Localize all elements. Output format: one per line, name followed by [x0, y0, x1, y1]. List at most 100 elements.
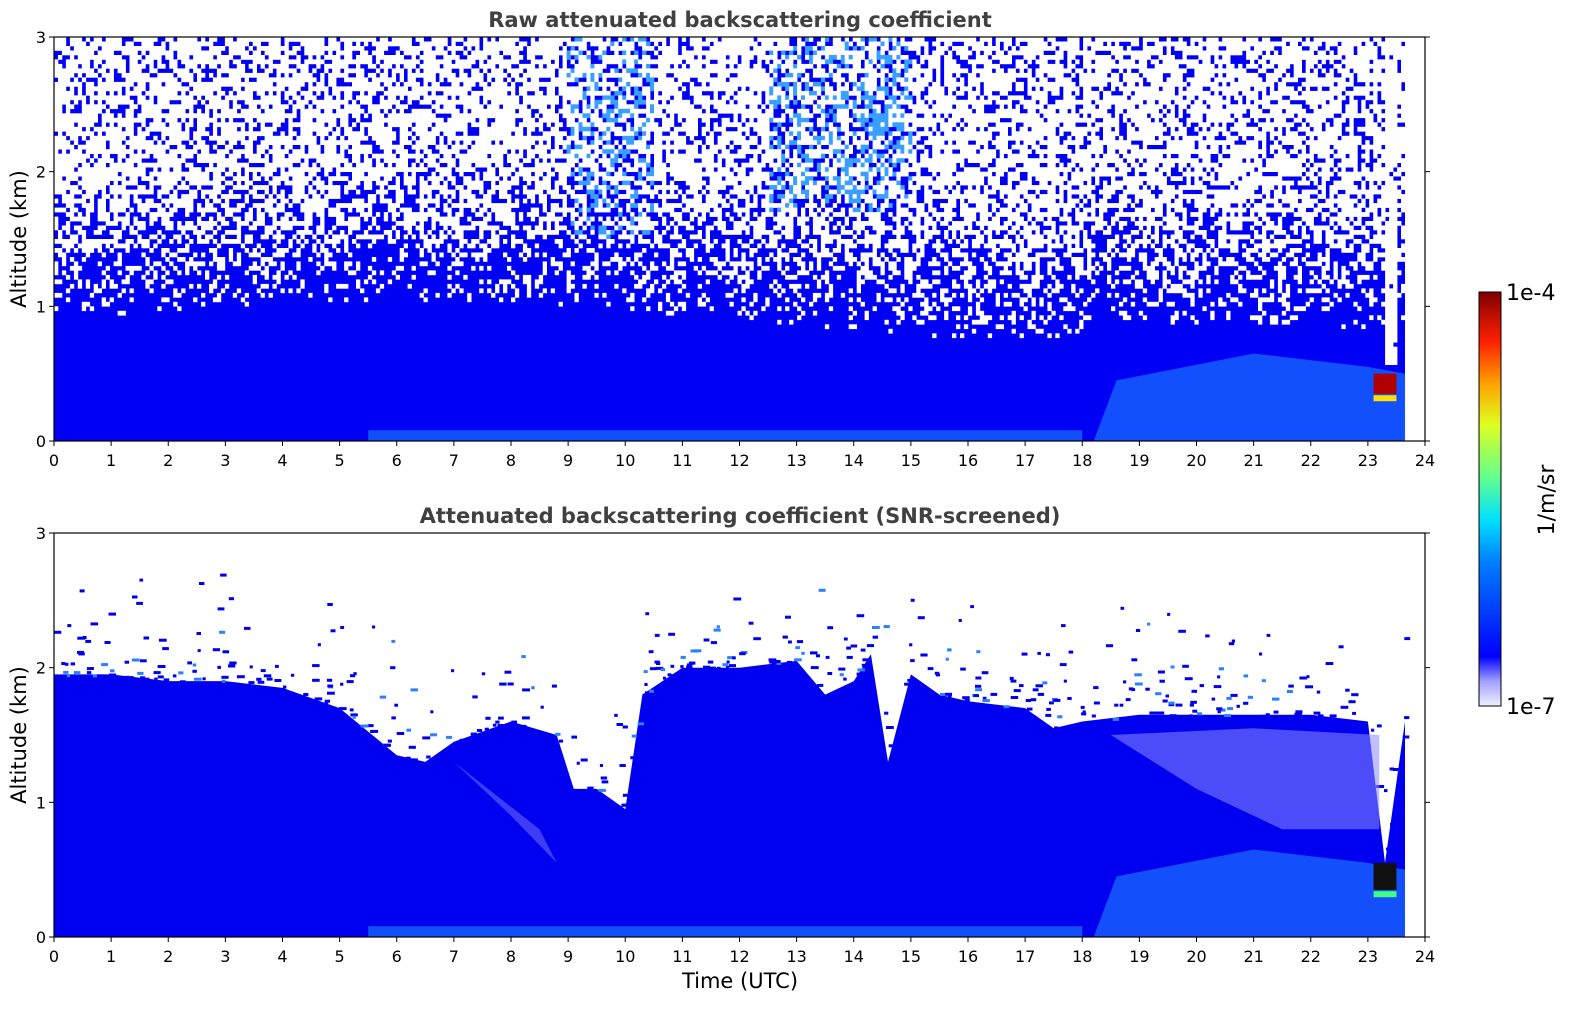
noise-cell	[709, 46, 714, 51]
noise-cell	[228, 122, 234, 128]
noise-cell	[805, 113, 810, 119]
noise-cell	[769, 108, 774, 114]
noise-cell	[54, 117, 59, 123]
noise-cell	[654, 86, 659, 92]
noise-cell	[1214, 46, 1219, 51]
noise-cell	[268, 37, 273, 42]
noise-cell	[558, 50, 563, 56]
noise-cell	[1397, 37, 1402, 42]
noise-cell	[1234, 108, 1239, 114]
noise-cell	[1250, 104, 1255, 110]
noise-cell	[1178, 86, 1183, 92]
noise-cell	[1262, 37, 1267, 42]
noise-cell	[363, 37, 369, 42]
noise-cell	[1019, 81, 1024, 87]
noise-cell	[264, 99, 269, 105]
noise-cell	[789, 108, 794, 114]
noise-cell	[1039, 72, 1044, 78]
noise-cell	[820, 86, 826, 92]
noise-cell	[880, 68, 885, 74]
noise-cell	[252, 63, 257, 69]
noise-cell	[737, 122, 742, 128]
noise-cell	[1281, 46, 1287, 51]
noise-cell	[503, 108, 508, 114]
noise-cell	[145, 59, 150, 65]
noise-cell	[117, 86, 122, 92]
noise-cell	[1202, 77, 1207, 83]
noise-cell	[618, 46, 623, 51]
noise-cell	[590, 68, 595, 74]
noise-cell	[109, 46, 114, 51]
noise-cell	[1031, 104, 1036, 110]
noise-cell	[105, 55, 110, 60]
noise-cell	[224, 122, 230, 128]
noise-cell	[840, 46, 846, 51]
noise-cell	[1035, 59, 1040, 65]
noise-cell	[276, 81, 281, 87]
noise-cell	[745, 63, 750, 69]
noise-cell	[936, 77, 941, 83]
noise-cell	[157, 72, 162, 78]
noise-cell	[1122, 77, 1128, 83]
noise-cell	[709, 77, 714, 83]
noise-cell	[530, 117, 536, 123]
noise-cell	[1035, 86, 1040, 92]
noise-cell	[518, 55, 524, 60]
noise-cell	[693, 41, 698, 47]
noise-cell	[1126, 50, 1132, 56]
noise-cell	[514, 50, 520, 56]
noise-cell	[665, 46, 671, 51]
noise-cell	[308, 46, 313, 51]
noise-cell	[812, 59, 818, 65]
noise-cell	[356, 63, 361, 69]
noise-cell	[304, 77, 309, 83]
noise-cell	[419, 72, 424, 78]
noise-cell	[1174, 95, 1179, 101]
noise-cell	[864, 99, 869, 105]
noise-cell	[73, 37, 79, 42]
noise-cell	[1039, 90, 1044, 96]
noise-cell	[1111, 46, 1116, 51]
noise-cell	[630, 108, 635, 114]
noise-cell	[371, 86, 377, 92]
noise-cell	[1019, 63, 1024, 69]
noise-cell	[1035, 95, 1040, 101]
noise-cell	[542, 50, 547, 56]
noise-cell	[582, 37, 587, 42]
noise-cell	[212, 108, 218, 114]
noise-cell	[892, 104, 897, 110]
noise-cell	[1186, 117, 1191, 123]
noise-cell	[948, 72, 953, 78]
noise-cell	[360, 90, 365, 96]
noise-cell	[514, 68, 520, 74]
noise-cell	[1202, 50, 1207, 56]
noise-cell	[336, 113, 341, 119]
noise-cell	[1071, 86, 1076, 92]
noise-cell	[117, 37, 122, 42]
noise-cell	[1373, 37, 1378, 42]
noise-cell	[526, 63, 532, 69]
noise-cell	[467, 37, 472, 42]
noise-cell	[113, 59, 118, 65]
noise-cell	[1150, 108, 1155, 114]
noise-cell	[662, 59, 667, 65]
noise-cell	[443, 104, 448, 110]
noise-cell	[109, 50, 114, 56]
noise-cell	[745, 68, 750, 74]
noise-cell	[518, 108, 524, 114]
noise-cell	[280, 55, 285, 60]
noise-cell	[85, 37, 91, 42]
noise-cell	[1134, 37, 1140, 42]
noise-cell	[983, 81, 989, 87]
noise-cell	[58, 95, 63, 101]
noise-cell	[546, 63, 551, 69]
noise-cell	[1329, 55, 1334, 60]
noise-cell	[1349, 59, 1354, 65]
noise-cell	[864, 86, 869, 92]
noise-cell	[793, 81, 798, 87]
noise-cell	[1393, 117, 1398, 123]
noise-cell	[495, 68, 500, 74]
noise-cell	[487, 90, 492, 96]
noise-cell	[197, 41, 202, 47]
noise-cell	[209, 46, 214, 51]
